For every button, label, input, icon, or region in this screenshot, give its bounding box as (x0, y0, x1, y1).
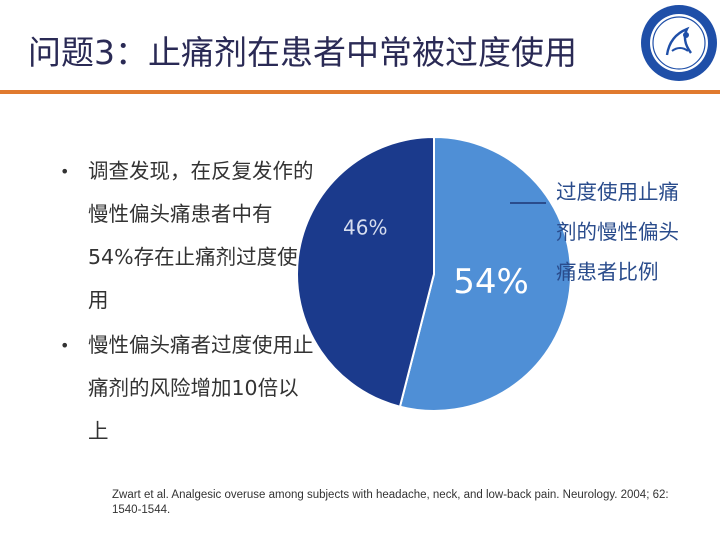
bullet-dot: • (60, 336, 70, 355)
legend-label: 过度使用止痛剂的慢性偏头痛患者比例 (556, 180, 679, 284)
slide-title: 问题3：止痛剂在患者中常被过度使用 (28, 33, 577, 72)
title-divider (0, 90, 720, 94)
bullet-text: 调查发现，在反复发作的慢性偏头痛患者中有54%存在止痛剂过度使用 (88, 159, 314, 312)
slice-label-54: 54% (453, 262, 529, 302)
pie-slices (296, 135, 572, 412)
bullet-item: • 慢性偏头痛者过度使用止痛剂的风险增加10倍以上 (56, 324, 316, 453)
bullet-text: 慢性偏头痛者过度使用止痛剂的风险增加10倍以上 (88, 333, 314, 443)
hospital-seal-icon (641, 5, 717, 81)
bullet-item: • 调查发现，在反复发作的慢性偏头痛患者中有54%存在止痛剂过度使用 (56, 150, 316, 322)
bullet-list: • 调查发现，在反复发作的慢性偏头痛患者中有54%存在止痛剂过度使用 • 慢性偏头痛… (56, 150, 316, 453)
slice-label-46: 46% (343, 216, 387, 240)
citation: Zwart et al. Analgesic overuse among sub… (112, 489, 669, 516)
pie-slice-46 (296, 135, 435, 408)
pie-slice-54 (398, 135, 572, 412)
bullet-dot: • (60, 162, 70, 181)
